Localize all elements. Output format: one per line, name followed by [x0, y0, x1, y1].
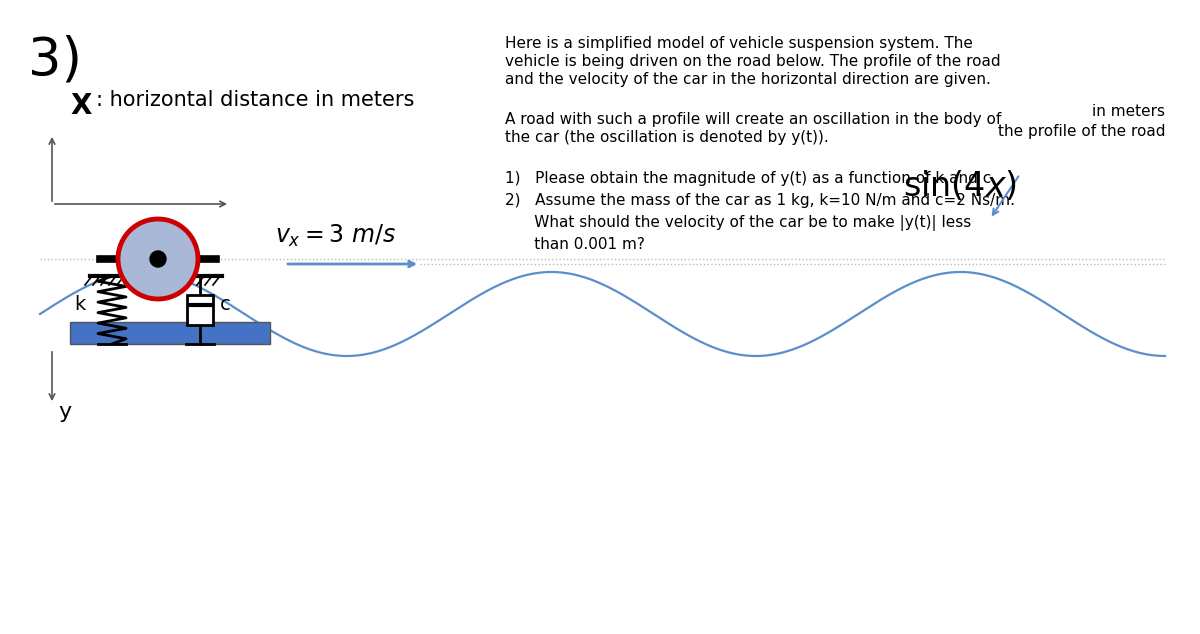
Text: A road with such a profile will create an oscillation in the body of: A road with such a profile will create a…: [505, 112, 1001, 127]
Text: 1)   Please obtain the magnitude of y(t) as a function of k and c.: 1) Please obtain the magnitude of y(t) a…: [505, 171, 996, 186]
Text: y: y: [58, 402, 71, 422]
Text: the profile of the road: the profile of the road: [997, 124, 1165, 139]
Bar: [70, 322, 270, 344]
Text: vehicle is being driven on the road below. The profile of the road: vehicle is being driven on the road belo…: [505, 54, 1001, 69]
Text: and the velocity of the car in the horizontal direction are given.: and the velocity of the car in the horiz…: [505, 72, 991, 87]
Circle shape: [150, 251, 166, 267]
Text: c: c: [220, 295, 230, 314]
Text: 2)   Assume the mass of the car as 1 kg, k=10 N/m and c=2 Ns/m.: 2) Assume the mass of the car as 1 kg, k…: [505, 193, 1015, 208]
Text: $\sin(4x)$: $\sin(4x)$: [904, 169, 1016, 203]
Bar: [187, 295, 214, 325]
Text: the car (the oscillation is denoted by y(t)).: the car (the oscillation is denoted by y…: [505, 130, 829, 145]
Text: than 0.001 m?: than 0.001 m?: [505, 237, 644, 252]
Text: What should the velocity of the car be to make |y(t)| less: What should the velocity of the car be t…: [505, 215, 971, 231]
Circle shape: [118, 219, 198, 299]
Text: k: k: [74, 295, 85, 314]
Text: in meters: in meters: [1092, 104, 1165, 119]
Text: : horizontal distance in meters: : horizontal distance in meters: [96, 90, 414, 110]
Text: $v_x = 3\ m/s$: $v_x = 3\ m/s$: [275, 223, 396, 249]
Text: X: X: [70, 92, 91, 120]
Text: Here is a simplified model of vehicle suspension system. The: Here is a simplified model of vehicle su…: [505, 36, 973, 51]
Text: 3): 3): [28, 34, 82, 86]
